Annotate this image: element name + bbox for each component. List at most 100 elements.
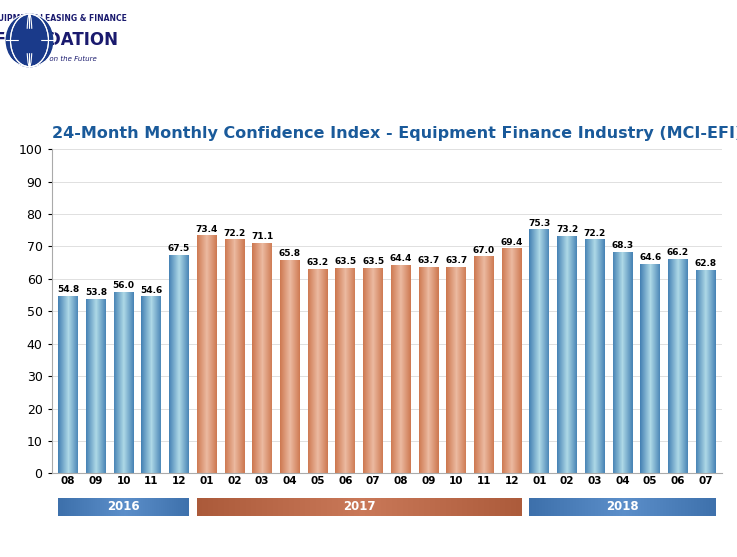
Bar xyxy=(542,498,545,516)
Bar xyxy=(115,498,117,516)
Bar xyxy=(529,498,533,516)
Bar xyxy=(268,498,273,516)
Bar xyxy=(58,498,60,516)
Bar xyxy=(536,498,539,516)
Bar xyxy=(161,498,163,516)
Bar xyxy=(451,498,457,516)
Bar xyxy=(703,498,707,516)
Bar xyxy=(354,498,360,516)
Bar xyxy=(229,498,235,516)
Bar xyxy=(19,29,40,52)
Bar xyxy=(176,498,178,516)
Bar xyxy=(592,498,595,516)
Bar xyxy=(300,498,305,516)
Bar xyxy=(170,498,172,516)
Bar xyxy=(197,498,203,516)
Bar xyxy=(245,498,251,516)
Bar xyxy=(588,498,592,516)
Bar xyxy=(202,498,208,516)
Text: 62.8: 62.8 xyxy=(694,259,716,268)
Bar xyxy=(579,498,582,516)
Bar xyxy=(682,498,685,516)
Bar xyxy=(647,498,651,516)
Text: 65.8: 65.8 xyxy=(279,250,301,258)
Bar xyxy=(278,498,284,516)
Bar xyxy=(240,498,246,516)
Bar xyxy=(511,498,517,516)
Bar xyxy=(391,498,397,516)
Bar xyxy=(78,498,80,516)
Bar xyxy=(506,498,511,516)
Text: 73.2: 73.2 xyxy=(556,226,579,234)
Bar xyxy=(108,498,111,516)
Bar xyxy=(446,498,452,516)
Bar xyxy=(626,498,629,516)
Bar xyxy=(88,498,91,516)
Bar xyxy=(284,498,289,516)
Bar xyxy=(181,498,183,516)
Text: 72.2: 72.2 xyxy=(584,229,606,238)
Bar xyxy=(113,498,115,516)
Bar xyxy=(63,498,65,516)
Bar xyxy=(641,498,644,516)
Bar xyxy=(554,498,558,516)
Bar xyxy=(582,498,585,516)
Text: Your Eye on the Future: Your Eye on the Future xyxy=(16,56,97,62)
Bar xyxy=(143,498,146,516)
Bar xyxy=(613,498,617,516)
Text: 2016: 2016 xyxy=(108,500,140,513)
Bar xyxy=(152,498,155,516)
Bar xyxy=(158,498,161,516)
Bar xyxy=(85,498,87,516)
Bar xyxy=(187,498,189,516)
Bar xyxy=(102,498,105,516)
Bar xyxy=(598,498,601,516)
Bar xyxy=(688,498,691,516)
Bar xyxy=(91,498,94,516)
Bar xyxy=(137,498,139,516)
Bar xyxy=(713,498,716,516)
Bar xyxy=(604,498,607,516)
Text: 72.2: 72.2 xyxy=(223,229,245,238)
Bar xyxy=(430,498,436,516)
Bar xyxy=(165,498,167,516)
Bar xyxy=(139,498,142,516)
Bar xyxy=(678,498,682,516)
Bar xyxy=(585,498,589,516)
Bar xyxy=(147,498,150,516)
Bar xyxy=(500,498,506,516)
Text: 24-Month Monthly Confidence Index - Equipment Finance Industry (MCI-EFI): 24-Month Monthly Confidence Index - Equi… xyxy=(52,126,737,141)
Bar xyxy=(273,498,279,516)
Bar xyxy=(172,498,174,516)
Bar xyxy=(80,498,83,516)
Bar xyxy=(305,498,311,516)
Bar xyxy=(349,498,354,516)
Text: FOUNDATION: FOUNDATION xyxy=(0,31,119,49)
Text: 63.5: 63.5 xyxy=(335,257,357,266)
Bar xyxy=(489,498,495,516)
Bar xyxy=(224,498,229,516)
Bar xyxy=(150,498,153,516)
Bar xyxy=(610,498,613,516)
Bar xyxy=(632,498,635,516)
Bar xyxy=(133,498,135,516)
Bar xyxy=(397,498,403,516)
Bar xyxy=(539,498,542,516)
Bar xyxy=(83,498,85,516)
Bar xyxy=(359,498,365,516)
Bar xyxy=(666,498,669,516)
Bar xyxy=(234,498,240,516)
Bar xyxy=(441,498,446,516)
Bar xyxy=(65,498,67,516)
Bar xyxy=(183,498,185,516)
Bar xyxy=(128,498,130,516)
Bar xyxy=(122,498,124,516)
Text: 64.6: 64.6 xyxy=(639,253,661,262)
Bar xyxy=(644,498,648,516)
Bar xyxy=(67,498,69,516)
Bar xyxy=(126,498,128,516)
Bar xyxy=(154,498,157,516)
Bar xyxy=(321,498,327,516)
Bar xyxy=(462,498,468,516)
Bar xyxy=(706,498,710,516)
